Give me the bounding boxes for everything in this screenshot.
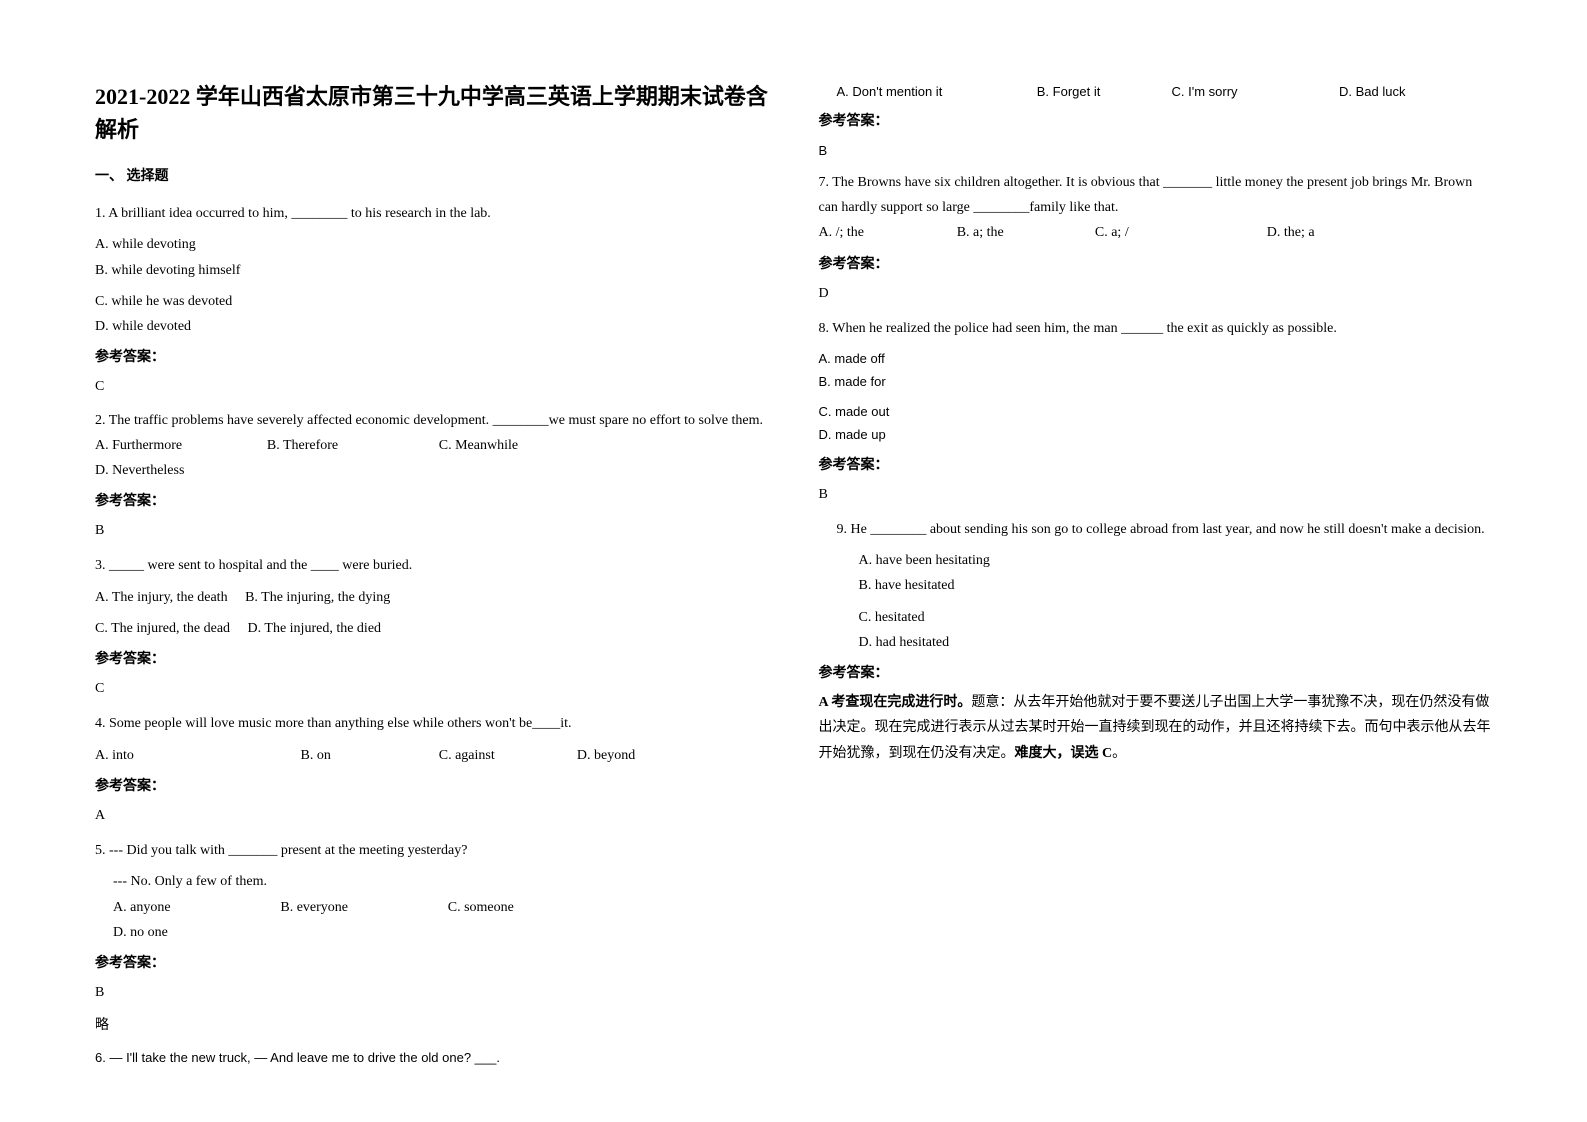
q2-opt-b: B. Therefore <box>267 433 435 458</box>
question-1-options: A. while devoting B. while devoting hims… <box>95 232 769 282</box>
question-5-options: A. anyone B. everyone C. someone D. no o… <box>95 895 769 945</box>
q4-opt-d: D. beyond <box>577 743 712 768</box>
q6-opt-a: A. Don't mention it <box>837 80 1034 103</box>
q6-opt-b: B. Forget it <box>1037 80 1168 103</box>
section-1-header: 一、 选择题 <box>95 164 769 189</box>
q6-opt-c: C. I'm sorry <box>1171 80 1335 103</box>
q8-opt-a: A. made off <box>819 347 1156 370</box>
exam-title: 2021-2022 学年山西省太原市第三十九中学高三英语上学期期末试卷含解析 <box>95 80 769 146</box>
answer-label: 参考答案： <box>95 345 769 370</box>
q2-opt-d: D. Nevertheless <box>95 458 263 483</box>
answer-label: 参考答案： <box>819 109 1493 134</box>
q9-opt-c: C. hesitated <box>859 605 1176 630</box>
answer-label: 参考答案： <box>819 661 1493 686</box>
q1-opt-a: A. while devoting <box>95 232 432 257</box>
q3-opt-a: A. The injury, the death <box>95 585 228 610</box>
question-1-options-2: C. while he was devoted D. while devoted <box>95 289 769 339</box>
question-6-options: A. Don't mention it B. Forget it C. I'm … <box>819 80 1493 103</box>
question-9: 9. He ________ about sending his son go … <box>819 517 1493 542</box>
q8-opt-b: B. made for <box>819 370 1156 393</box>
question-8-options-2: C. made out D. made up <box>819 400 1493 447</box>
q3-opt-b: B. The injuring, the dying <box>245 585 390 610</box>
question-5-line2: --- No. Only a few of them. <box>95 869 769 894</box>
q2-opt-c: C. Meanwhile <box>439 433 607 458</box>
q2-opt-a: A. Furthermore <box>95 433 263 458</box>
q4-opt-c: C. against <box>439 743 574 768</box>
q1-answer: C <box>95 374 769 399</box>
q8-opt-d: D. made up <box>819 423 1156 446</box>
q7-opt-b: B. a; the <box>957 220 1092 245</box>
question-6: 6. — I'll take the new truck, — And leav… <box>95 1046 769 1069</box>
q3-opt-c: C. The injured, the dead <box>95 616 230 641</box>
q6-opt-d: D. Bad luck <box>1339 80 1470 103</box>
q9-opt-d: D. had hesitated <box>859 630 1176 655</box>
question-8-options: A. made off B. made for <box>819 347 1493 394</box>
q9-explain-end: 。 <box>1112 746 1126 761</box>
q8-opt-c: C. made out <box>819 400 1156 423</box>
skip-text: 略 <box>95 1013 769 1038</box>
question-7-options: A. /; the B. a; the C. a; / D. the; a <box>819 220 1493 245</box>
answer-label: 参考答案： <box>95 774 769 799</box>
q5-answer: B <box>95 980 769 1005</box>
answer-label: 参考答案： <box>95 951 769 976</box>
q9-explain-suffix: 难度大，误选 C <box>1015 746 1113 761</box>
answer-label: 参考答案： <box>819 252 1493 277</box>
q7-opt-a: A. /; the <box>819 220 954 245</box>
q4-opt-b: B. on <box>301 743 436 768</box>
answer-label: 参考答案： <box>819 453 1493 478</box>
question-2-options: A. Furthermore B. Therefore C. Meanwhile… <box>95 433 769 483</box>
question-9-options: A. have been hesitating B. have hesitate… <box>819 548 1493 598</box>
q3-opt-d: D. The injured, the died <box>248 616 382 641</box>
answer-label: 参考答案： <box>95 489 769 514</box>
question-3-options-2: C. The injured, the dead D. The injured,… <box>95 616 769 641</box>
q9-explain-prefix: A 考查现在完成进行时。 <box>819 695 972 710</box>
q8-answer: B <box>819 482 1493 507</box>
q1-opt-b: B. while devoting himself <box>95 258 432 283</box>
question-3-options: A. The injury, the death B. The injuring… <box>95 585 769 610</box>
question-4-options: A. into B. on C. against D. beyond <box>95 743 769 768</box>
q9-opt-a: A. have been hesitating <box>859 548 1176 573</box>
question-2: 2. The traffic problems have severely af… <box>95 408 769 433</box>
q4-answer: A <box>95 803 769 828</box>
question-5: 5. --- Did you talk with _______ present… <box>95 838 769 863</box>
q7-opt-c: C. a; / <box>1095 220 1263 245</box>
question-1: 1. A brilliant idea occurred to him, ___… <box>95 201 769 226</box>
answer-label: 参考答案： <box>95 647 769 672</box>
q9-opt-b: B. have hesitated <box>859 573 1176 598</box>
q5-opt-c: C. someone <box>448 895 612 920</box>
q5-opt-a: A. anyone <box>113 895 277 920</box>
question-3: 3. _____ were sent to hospital and the _… <box>95 553 769 578</box>
q9-explanation: A 考查现在完成进行时。题意：从去年开始他就对于要不要送儿子出国上大学一事犹豫不… <box>819 690 1493 766</box>
q7-opt-d: D. the; a <box>1267 220 1402 245</box>
q3-answer: C <box>95 676 769 701</box>
q4-opt-a: A. into <box>95 743 297 768</box>
q1-opt-d: D. while devoted <box>95 314 432 339</box>
question-8: 8. When he realized the police had seen … <box>819 316 1493 341</box>
q1-opt-c: C. while he was devoted <box>95 289 432 314</box>
question-7: 7. The Browns have six children altogeth… <box>819 170 1493 220</box>
q2-answer: B <box>95 518 769 543</box>
q6-answer: B <box>819 139 1493 162</box>
question-4: 4. Some people will love music more than… <box>95 711 769 736</box>
q5-opt-b: B. everyone <box>280 895 444 920</box>
q5-opt-d: D. no one <box>113 920 277 945</box>
question-9-options-2: C. hesitated D. had hesitated <box>819 605 1493 655</box>
q7-answer: D <box>819 281 1493 306</box>
